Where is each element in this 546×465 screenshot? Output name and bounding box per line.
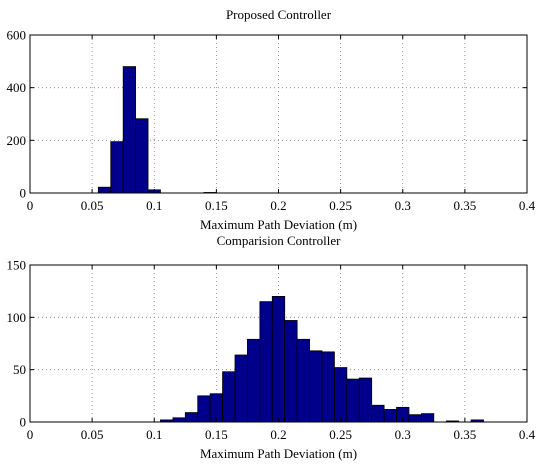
x-tick-label: 0 (27, 427, 34, 442)
x-tick-label: 0.4 (519, 198, 536, 213)
x-tick-label: 0.25 (329, 427, 352, 442)
x-tick-label: 0.2 (270, 427, 286, 442)
histogram-bar (209, 393, 223, 423)
histogram-bar (334, 367, 348, 423)
y-tick-label: 400 (7, 80, 27, 95)
x-axis-label: Maximum Path Deviation (m) (200, 217, 357, 232)
y-tick-label: 100 (7, 310, 27, 325)
y-tick-label: 600 (7, 28, 27, 43)
histogram-bar (247, 338, 261, 423)
y-tick-label: 50 (13, 362, 26, 377)
histogram-bar (296, 338, 310, 423)
histogram-bar (371, 404, 385, 423)
histogram-bar (383, 409, 397, 423)
y-tick-label: 0 (20, 186, 27, 201)
histogram-bar (110, 141, 124, 194)
histogram-bar (420, 413, 435, 423)
x-tick-label: 0.2 (270, 198, 286, 213)
x-tick-label: 0.15 (205, 427, 228, 442)
x-tick-label: 0 (27, 198, 34, 213)
x-tick-label: 0.25 (329, 198, 352, 213)
histogram-bar (321, 351, 335, 423)
x-tick-label: 0.1 (146, 198, 162, 213)
histogram-bar (234, 354, 248, 423)
histogram-bar (172, 417, 186, 423)
histogram-bar (222, 371, 236, 423)
chart-comparision-controller: Comparision Controller Maximum Path Devi… (7, 233, 536, 461)
histogram-bar (358, 377, 373, 423)
y-tick-label: 0 (20, 415, 27, 430)
y-tick-label: 150 (7, 258, 27, 273)
x-tick-label: 0.35 (454, 427, 477, 442)
x-axis-label: Maximum Path Deviation (m) (200, 446, 357, 461)
x-tick-label: 0.3 (395, 427, 411, 442)
x-tick-label: 0.15 (205, 198, 228, 213)
chart-title: Proposed Controller (226, 7, 332, 22)
histogram-bar (259, 301, 273, 423)
plot-frame (29, 34, 528, 194)
histogram-bar (346, 378, 360, 423)
y-tick-label: 200 (7, 133, 27, 148)
chart-proposed-controller: Proposed Controller Maximum Path Deviati… (7, 7, 536, 232)
histogram-bar (408, 414, 422, 423)
histogram-bar (309, 350, 323, 423)
histogram-bar (271, 295, 286, 423)
histogram-bar (284, 320, 298, 423)
histogram-bar (135, 118, 149, 194)
chart-title: Comparision Controller (217, 233, 342, 248)
histogram-bar (184, 412, 199, 423)
x-tick-label: 0.3 (395, 198, 411, 213)
x-tick-label: 0.35 (454, 198, 477, 213)
histogram-bar (197, 395, 211, 423)
x-tick-label: 0.05 (81, 198, 104, 213)
histogram-bar (122, 66, 137, 194)
x-tick-label: 0.05 (81, 427, 104, 442)
x-tick-label: 0.1 (146, 427, 162, 442)
x-tick-label: 0.4 (519, 427, 536, 442)
histogram-bar (97, 186, 112, 194)
